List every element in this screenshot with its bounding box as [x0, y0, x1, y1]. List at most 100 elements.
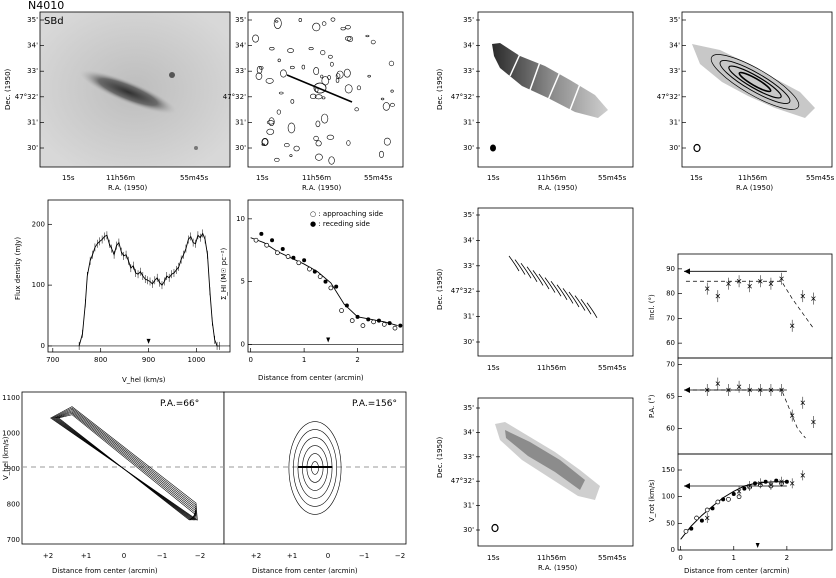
approaching-point [371, 319, 376, 325]
noise-contour [274, 157, 280, 162]
dec-tick-label: 34' [27, 42, 38, 50]
dec-tick-label: 31' [463, 502, 474, 510]
approaching-point [392, 325, 398, 331]
dec-tick-label: 47°32' [451, 93, 474, 101]
y-tick-label: 0 [241, 340, 245, 348]
y-tick-label: 0 [41, 342, 45, 350]
velocity-contour [568, 291, 580, 308]
flux-axis-label: Flux density (mJy) [14, 237, 22, 300]
x-tick-label: 0 [678, 554, 682, 562]
data-cross [704, 387, 710, 393]
noise-contour [328, 156, 335, 165]
noise-contour [343, 68, 351, 78]
ra-axis-label-4: R.A (1950) [736, 184, 773, 192]
dec-tick-label: 33' [463, 453, 474, 461]
receding-point [763, 479, 768, 484]
noise-contour [335, 77, 340, 83]
y-tick-label: 65 [666, 392, 675, 400]
dec-tick-label: 35' [463, 404, 474, 412]
velocity-map [492, 43, 608, 118]
approaching-point [285, 254, 291, 259]
x-tick-label: 1000 [188, 356, 206, 364]
receding-point [344, 303, 349, 308]
dist-axis-label-pv1: Distance from center (arcmin) [52, 567, 158, 575]
noise-contour [354, 107, 359, 112]
data-cross [758, 278, 763, 284]
pv-contour-2 [288, 421, 342, 515]
velocity-contour [544, 277, 556, 293]
dec-tick-label: 31' [669, 118, 680, 126]
noise-contour [380, 97, 385, 101]
receding-point [291, 255, 296, 260]
data-cross [768, 281, 774, 286]
y-tick-label: 200 [32, 220, 45, 228]
ra-tick-4a: 15s [690, 174, 703, 182]
ra-tick-model-b: 11h56m [537, 554, 566, 562]
data-cross [800, 473, 806, 478]
approaching-point [307, 266, 312, 272]
dec-tick-label: 30' [463, 526, 474, 534]
noise-contour [315, 153, 323, 161]
velocity-contour [508, 255, 520, 272]
approaching-point [275, 250, 280, 256]
noise-contour [367, 74, 371, 78]
approaching-point [715, 499, 721, 505]
model-map-panel: Dec. (1950) 15s 11h56m 55m45s R.A. (1950… [436, 397, 634, 572]
dec-tick-label: 33' [235, 67, 246, 75]
ra-tick-mid-c: 55m45s [598, 364, 627, 372]
pv-diagram-panel: 1100 1000 900 800 700 +2 +2 +1 +1 0 0 −1 −1 −2 −2 P.A.… [2, 391, 407, 575]
pv-contour-2 [297, 437, 333, 499]
pv-x-tick-label: −1 [157, 552, 167, 560]
pv-y-tick-label: 900 [7, 465, 20, 473]
velocity-contour [538, 273, 550, 290]
data-cross [768, 387, 774, 393]
y-tick-label: 100 [662, 493, 675, 501]
receding-point [721, 497, 726, 502]
receding-point [280, 246, 285, 251]
noise-contour [382, 102, 390, 111]
velocity-contour [532, 270, 544, 286]
noise-contour [388, 60, 395, 67]
pa-axis-label: P.A. (°) [648, 394, 656, 418]
noise-contour [313, 135, 319, 141]
receding-point [784, 479, 789, 484]
dec-tick-label: 33' [27, 67, 38, 75]
approaching-point [264, 242, 270, 248]
noise-contours [252, 17, 395, 165]
approaching-point [694, 515, 699, 521]
noise-contour [390, 89, 394, 93]
x-tick-label: 700 [46, 356, 59, 364]
pa-label-2: P.A.=156° [352, 399, 397, 409]
dec-tick-label: 30' [27, 144, 38, 152]
data-cross [736, 278, 742, 284]
noise-contour [273, 17, 282, 29]
y-tick-label: 70 [666, 360, 675, 368]
data-cross [768, 482, 774, 488]
noise-contour [268, 117, 275, 126]
data-cross [726, 281, 731, 286]
noise-contour [315, 140, 322, 147]
data-cross [789, 413, 795, 418]
data-cross [747, 283, 752, 289]
noise-contour [266, 128, 275, 135]
dec-tick-label: 30' [669, 144, 680, 152]
ra-tick-3c: 55m45s [598, 174, 627, 182]
y-tick-label: 80 [666, 290, 675, 298]
receding-point [710, 506, 715, 511]
noise-contour [383, 137, 391, 146]
ra-tick-4b: 11h56m [738, 174, 767, 182]
ra-tick-2c: 55m45s [364, 174, 393, 182]
ra-tick-3b: 11h56m [537, 174, 566, 182]
pv-y-tick-label: 700 [7, 536, 20, 544]
pv-x-tick-label: −1 [359, 552, 369, 560]
receding-point [366, 317, 371, 322]
pv-y-tick-label: 1100 [2, 394, 20, 402]
ra-tick-mid-b: 11h56m [537, 364, 566, 372]
velocity-contour [526, 266, 538, 282]
noise-contour [321, 113, 329, 124]
core-contour [313, 82, 327, 94]
data-cross [779, 276, 784, 282]
ra-tick-1b: 11h56m [106, 174, 135, 182]
